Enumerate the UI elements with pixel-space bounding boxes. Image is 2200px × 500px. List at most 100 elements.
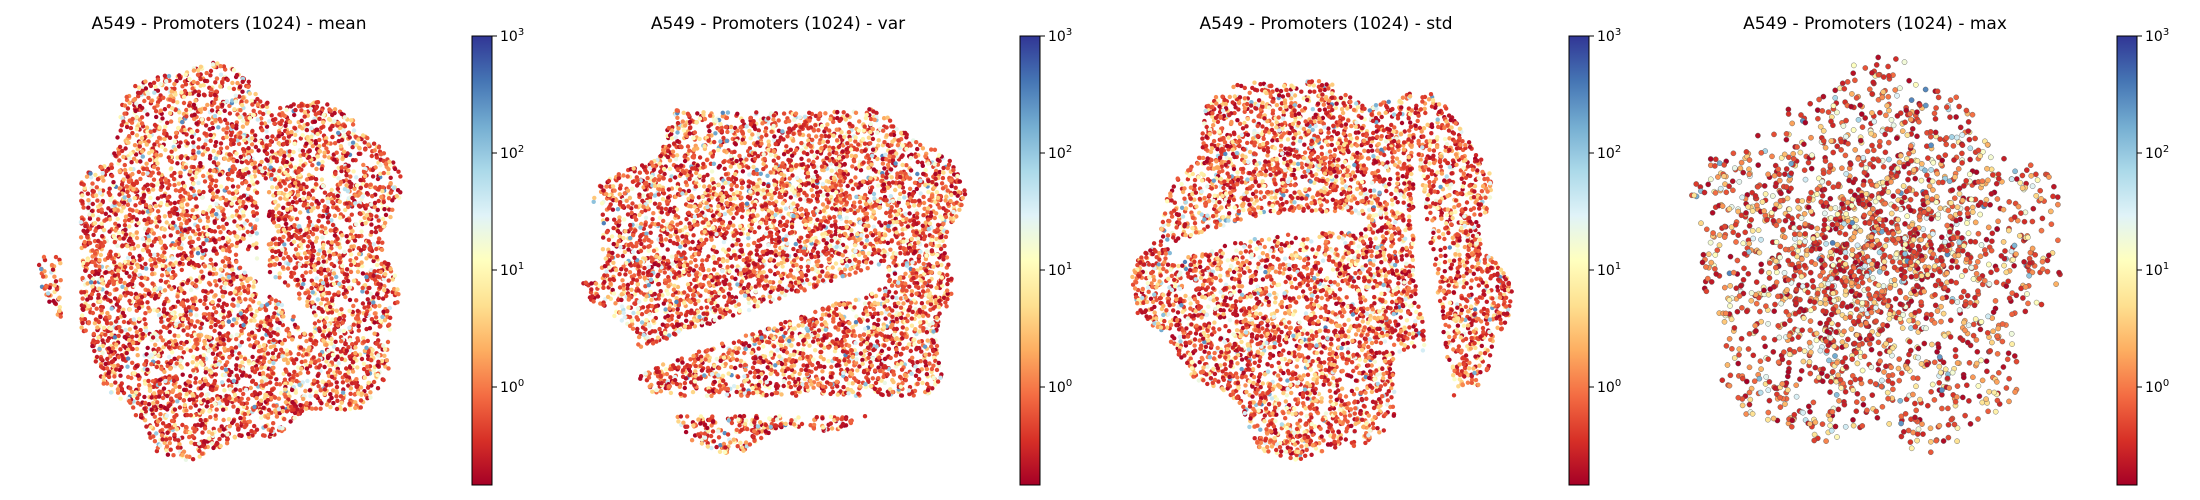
scatter-point [157,389,162,394]
scatter-point [320,254,326,260]
scatter-point [125,243,130,249]
scatter-point [362,317,367,323]
scatter-point [379,194,384,200]
scatter-point [88,280,94,285]
scatter-point [341,314,347,319]
scatter-point [339,356,344,362]
scatter-point [189,155,195,161]
scatter-point [310,188,315,193]
scatter-point [325,283,330,288]
scatter-point [285,352,290,357]
scatter-point [208,68,214,74]
scatter-point [211,148,216,154]
scatter-point [246,146,251,151]
scatter-point [115,243,120,248]
scatter-point [388,190,393,195]
scatter-point [324,208,330,214]
scatter-point [384,358,389,363]
scatter-point [343,372,348,378]
scatter-point [254,190,260,195]
scatter-point [133,291,139,297]
scatter-point [287,372,292,377]
scatter-point [175,230,180,235]
scatter-point [105,338,110,343]
scatter-point [191,354,196,359]
scatter-point [134,208,139,214]
scatter-point [336,361,341,366]
scatter-point [155,196,161,201]
scatter-point [314,166,319,172]
scatter-point [126,217,132,223]
scatter-point [297,382,302,387]
scatter-point [154,182,160,187]
scatter-point [133,268,138,273]
scatter-point [127,307,132,312]
scatter-point [316,260,321,266]
scatter-point [146,291,152,297]
scatter-point [246,155,251,160]
scatter-point [285,266,291,271]
scatter-point [300,273,305,279]
scatter-point [232,230,237,235]
scatter-point [292,112,297,118]
scatter-point [119,329,124,334]
scatter-point [277,168,282,174]
scatter-point [221,135,226,141]
scatter-point [248,297,253,302]
scatter-point [346,168,351,173]
scatter-point [317,137,322,143]
scatter-point [238,415,243,421]
scatter-point [267,359,272,364]
scatter-point [345,278,351,284]
scatter-point [238,154,243,160]
scatter-point [120,148,125,154]
scatter-point [54,287,60,292]
scatter-point [324,316,329,321]
scatter-point [165,430,170,435]
scatter-point [218,230,223,235]
scatter-point [202,106,208,112]
scatter-point [284,328,289,333]
scatter-point [168,233,173,238]
scatter-point [242,270,247,275]
scatter-point [122,111,127,116]
scatter-point [209,370,214,375]
scatter-point [213,310,219,315]
scatter-point [173,134,179,139]
scatter-point [125,174,130,179]
scatter-point [128,125,134,131]
scatter-point [286,201,292,206]
scatter-point [371,379,377,385]
scatter-point [164,79,169,84]
scatter-point [139,412,144,418]
scatter-point [396,169,401,174]
scatter-point [354,298,359,303]
scatter-point [169,350,175,355]
scatter-point [310,300,315,305]
scatter-point [165,393,170,399]
scatter-point [252,226,258,231]
scatter-point [305,370,311,375]
scatter-point [225,432,230,437]
scatter-point [237,85,243,90]
scatter-point [264,129,269,134]
scatter-point [122,195,127,200]
scatter-point [151,177,157,182]
scatter-point [212,219,217,224]
scatter-point [271,220,277,225]
scatter-point [371,242,377,247]
scatter-point [335,236,340,241]
scatter-point [246,196,251,201]
scatter-point [376,353,381,358]
scatter-point [104,290,109,295]
scatter-point [159,185,164,190]
scatter-point [220,224,226,229]
scatter-point [215,396,221,401]
scatter-point [224,441,230,446]
scatter-point [291,314,296,319]
scatter-point [232,195,238,201]
scatter-point [271,330,276,335]
scatter-point [375,386,381,391]
scatter-point [309,208,314,213]
scatter-point [206,348,211,354]
